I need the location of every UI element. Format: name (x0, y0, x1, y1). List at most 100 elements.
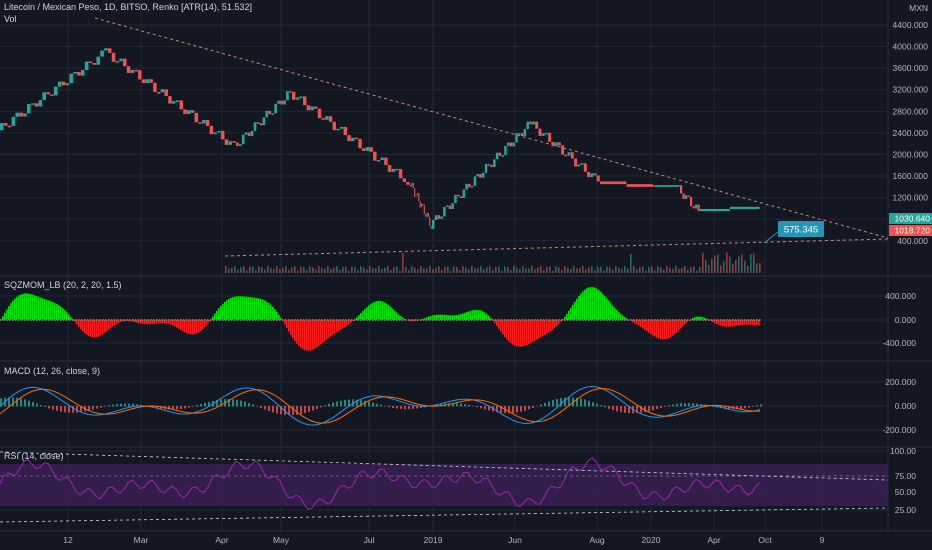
sqzmom-bar (194, 320, 196, 335)
squeeze-dot (51, 319, 53, 321)
sqzmom-bar (660, 320, 662, 340)
price-tick-label: 3600.000 (893, 63, 929, 73)
squeeze-dot (576, 319, 578, 321)
renko-brick (328, 116, 333, 122)
sqzmom-bar (702, 317, 704, 320)
squeeze-dot (72, 319, 74, 321)
time-axis[interactable]: 12 Mar Apr May Jul 2019 Jun Aug 2020 Apr Oct 9 (63, 535, 824, 545)
renko-brick (160, 89, 165, 93)
macd-line (0, 386, 761, 426)
sqzmom-bar (188, 320, 190, 334)
sqzmom-bar (232, 297, 234, 320)
squeeze-dot (501, 319, 503, 321)
renko-brick (416, 193, 418, 196)
rsi-title[interactable]: RSI (14, close) (4, 451, 64, 461)
resistance-trendline (94, 17, 889, 239)
volume-bar (693, 266, 695, 273)
sqzmom-bar (82, 320, 84, 332)
volume-bar (759, 262, 761, 273)
price-annotation[interactable]: 575.345 (763, 221, 824, 244)
volume-bar (363, 267, 365, 273)
volume-bar (612, 269, 614, 273)
volume-bar (639, 267, 641, 273)
sqzmom-bar (142, 320, 144, 324)
pane-separators[interactable] (0, 0, 932, 532)
macd-histogram-bar (624, 406, 626, 413)
renko-brick (354, 137, 359, 140)
macd-histogram-bar (180, 406, 182, 410)
sqzmom-bar (692, 318, 694, 320)
sqzmom-bar (42, 298, 44, 320)
squeeze-dot (567, 319, 569, 321)
sqzmom-bar (752, 320, 754, 325)
sqzmom-bar (154, 320, 156, 324)
sqzmom-bar (20, 294, 22, 320)
macd-axis[interactable]: 200.000 0.000 -200.000 (882, 377, 916, 435)
macd-histogram-bar (300, 406, 302, 415)
macd-histogram-bar (600, 405, 602, 407)
renko-brick (567, 152, 571, 156)
macd-histogram-bar (252, 404, 254, 407)
price-pane[interactable]: 575.345 (0, 17, 889, 273)
rsi-pane (0, 451, 889, 523)
macd-histogram-bar (596, 403, 598, 407)
squeeze-dot (327, 319, 329, 321)
sqzmom-bar (382, 301, 384, 320)
sqzmom-bar (510, 320, 512, 344)
rsi-axis[interactable]: 100.00 75.00 50.00 25.00 (890, 446, 916, 515)
volume-bar (396, 266, 398, 273)
renko-brick (484, 163, 488, 173)
volume-bar (456, 267, 458, 273)
renko-brick (577, 164, 581, 167)
renko-brick (303, 96, 307, 106)
renko-brick (69, 73, 73, 84)
time-tick-label: Apr (707, 535, 720, 545)
sqzmom-bar (348, 320, 350, 325)
volume-bar (492, 270, 494, 273)
renko-brick (274, 103, 277, 114)
squeeze-dot (693, 319, 695, 321)
sqzmom-bar (480, 310, 482, 320)
volume-label[interactable]: Vol (4, 14, 17, 24)
sqzmom-bar (90, 320, 92, 337)
renko-brick (194, 112, 199, 123)
renko-brick (398, 169, 403, 179)
sqzmom-axis[interactable]: 400.000 0.000 -400.000 (882, 291, 916, 348)
sqzmom-bar (668, 320, 670, 339)
sqzmom-bar (426, 317, 428, 320)
volume-bar (543, 270, 545, 273)
squeeze-dot (573, 319, 575, 321)
macd-histogram-bar (628, 406, 630, 414)
last-price-value: 1030.640 (895, 214, 931, 224)
sqzmom-bar (78, 320, 80, 327)
sqzmom-bar (602, 293, 604, 320)
squeeze-dot (219, 319, 221, 321)
sqzmom-bar (298, 320, 300, 346)
volume-bar (732, 263, 734, 273)
renko-brick (271, 113, 275, 115)
sqzmom-bar (76, 320, 78, 325)
renko-brick (84, 61, 89, 71)
annotation-box[interactable] (778, 221, 824, 237)
squeeze-dot (459, 319, 461, 321)
sqzmom-bar (252, 297, 254, 320)
sqzmom-title[interactable]: SQZMOM_LB (20, 2, 20, 1.5) (4, 280, 122, 290)
price-pane-title[interactable]: Litecoin / Mexican Peso, 1D, BITSO, Renk… (4, 2, 252, 12)
volume-bar (231, 267, 233, 273)
sqzmom-bar (526, 320, 528, 346)
macd-histogram-bar (76, 406, 78, 413)
squeeze-dot (711, 319, 713, 321)
price-axis[interactable]: MXN 4400.000 4000.000 3600.000 3200.000 2800… (889, 3, 932, 246)
volume-bar (681, 268, 683, 273)
macd-histogram-bar (272, 406, 274, 413)
macd-histogram-bar (256, 405, 258, 407)
sqzmom-bar (542, 320, 544, 337)
trendlines[interactable] (94, 17, 889, 257)
macd-title[interactable]: MACD (12, 26, close, 9) (4, 366, 101, 376)
sqzmom-bar (710, 320, 712, 321)
volume-bar (240, 267, 242, 273)
sqzmom-bar (378, 300, 380, 320)
sqzmom-bar (84, 320, 86, 334)
sqzmom-bar (286, 320, 288, 329)
